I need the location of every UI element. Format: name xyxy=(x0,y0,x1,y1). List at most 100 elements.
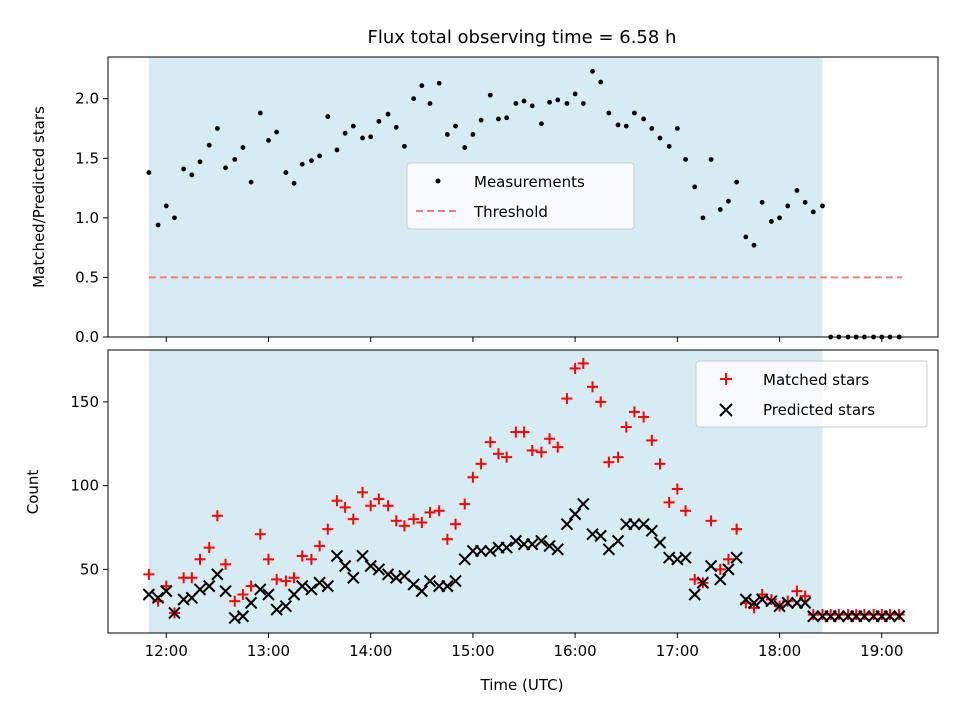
measurement-point xyxy=(623,123,629,129)
predicted-star-marker xyxy=(313,576,326,589)
measurement-point xyxy=(360,135,365,141)
measurement-point xyxy=(564,101,570,106)
measurement-point xyxy=(317,153,322,159)
top-y-ticks: 0.0 0.5 1.0 1.5 2.0 xyxy=(75,90,108,346)
bottom-y-ticks: 50 100 150 xyxy=(70,393,108,578)
measurement-point xyxy=(785,203,791,209)
predicted-star-marker xyxy=(160,584,173,598)
measurement-point xyxy=(666,143,672,149)
measurement-point xyxy=(181,166,187,172)
predicted-star-marker xyxy=(305,583,318,596)
matched-star-marker xyxy=(245,580,257,592)
top-y-tick-label: 2.0 xyxy=(75,90,99,108)
top-y-axis-label: Matched/Predicted stars xyxy=(30,106,48,288)
measurement-point xyxy=(649,126,655,131)
matched-star-marker xyxy=(603,456,615,468)
measurement-point xyxy=(444,132,450,137)
legend-threshold-label: Threshold xyxy=(473,203,548,221)
matched-star-marker xyxy=(262,553,274,565)
measurement-point xyxy=(436,80,442,86)
measurement-point xyxy=(427,101,433,106)
matched-star-marker xyxy=(893,609,905,621)
measurement-point xyxy=(641,116,647,122)
measurement-point xyxy=(419,83,425,88)
measurement-point xyxy=(368,134,374,140)
measurement-point xyxy=(692,184,698,190)
matched-star-marker xyxy=(765,594,777,606)
measurement-point xyxy=(598,79,604,85)
measurement-point xyxy=(214,126,220,131)
matched-star-marker xyxy=(237,588,249,600)
bottom-y-axis-label: Count xyxy=(24,470,42,515)
predicted-star-marker xyxy=(254,583,267,596)
bottom-x-tick-label: 14:00 xyxy=(349,642,392,660)
predicted-star-marker xyxy=(688,588,701,601)
predicted-star-marker xyxy=(798,596,812,610)
matched-star-marker xyxy=(254,528,266,540)
measurement-point xyxy=(248,179,254,185)
predicted-star-marker xyxy=(474,544,488,558)
top-y-tick-label: 1.5 xyxy=(75,149,99,167)
measurement-point xyxy=(700,215,706,221)
matched-star-marker xyxy=(620,421,632,433)
predicted-star-marker xyxy=(347,571,360,584)
matched-star-marker xyxy=(671,483,683,495)
matched-star-marker xyxy=(552,441,564,453)
predicted-star-marker xyxy=(858,610,871,623)
top-y-tick-label: 0.0 xyxy=(75,328,99,346)
predicted-star-marker xyxy=(151,591,165,605)
measurement-point xyxy=(657,135,663,141)
measurement-point xyxy=(274,129,280,135)
matched-star-marker xyxy=(296,550,308,562)
matched-star-marker xyxy=(203,542,215,554)
measurement-point xyxy=(342,130,348,136)
predicted-star-marker xyxy=(679,551,692,564)
matched-star-marker xyxy=(441,533,453,545)
top-legend-box xyxy=(406,162,635,230)
matched-star-marker xyxy=(646,434,658,446)
predicted-star-marker xyxy=(211,568,224,581)
matched-star-marker xyxy=(535,446,547,458)
bottom-x-tick-label: 19:00 xyxy=(860,642,903,660)
matched-star-marker xyxy=(799,590,811,602)
predicted-star-marker xyxy=(892,610,906,623)
bottom-x-tick-label: 18:00 xyxy=(758,642,801,660)
matched-star-marker xyxy=(663,496,675,508)
predicted-star-marker xyxy=(560,517,574,531)
legend-matched-label: Matched stars xyxy=(763,371,869,389)
measurement-point xyxy=(802,199,808,205)
matched-star-marker xyxy=(143,568,155,580)
measurement-point xyxy=(820,203,825,209)
matched-star-marker xyxy=(186,572,198,584)
measurement-point xyxy=(223,165,228,171)
matched-star-marker xyxy=(194,553,206,565)
predicted-star-marker xyxy=(722,563,735,576)
legend-measurements-label: Measurements xyxy=(474,173,585,191)
measurement-point xyxy=(172,215,177,221)
matched-star-marker xyxy=(884,609,896,621)
matched-star-marker xyxy=(475,458,487,470)
predicted-star-marker xyxy=(484,544,497,558)
matched-star-marker xyxy=(807,609,819,621)
matched-star-marker xyxy=(357,486,369,498)
matched-star-marker xyxy=(424,506,436,518)
predicted-star-marker xyxy=(594,529,607,543)
measurement-point xyxy=(299,161,305,167)
predicted-star-marker xyxy=(696,576,710,589)
measurement-point xyxy=(708,157,714,162)
bottom-x-axis-label: Time (UTC) xyxy=(480,676,564,694)
matched-star-marker xyxy=(501,451,513,463)
bottom-y-tick-label: 50 xyxy=(80,560,99,578)
matched-star-marker xyxy=(390,515,402,527)
predicted-star-marker xyxy=(739,593,753,606)
measurement-point xyxy=(232,157,238,162)
measurement-point xyxy=(580,101,586,106)
matched-star-marker xyxy=(467,471,479,483)
predicted-star-marker xyxy=(279,599,293,613)
measurement-points xyxy=(146,68,902,340)
predicted-star-marker xyxy=(423,574,437,588)
measurement-point xyxy=(325,114,331,119)
matched-star-marker xyxy=(365,500,377,512)
